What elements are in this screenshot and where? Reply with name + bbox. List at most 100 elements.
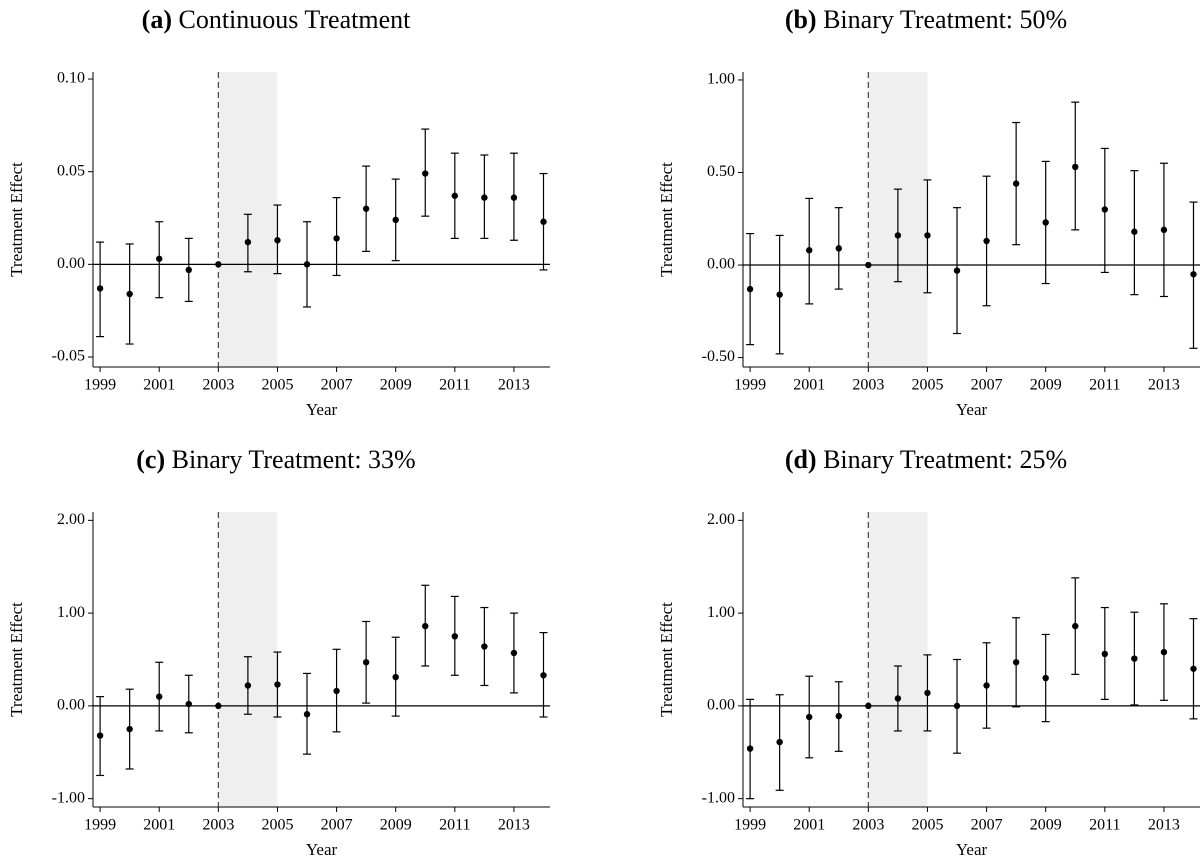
panel: (a) Continuous Treatment 0.10 0.05 0.00 -0.0… xyxy=(7,5,550,419)
x-tick-label: 2007 xyxy=(971,817,1003,834)
point-estimate xyxy=(1160,648,1168,656)
y-tick-label: 1.00 xyxy=(57,604,85,621)
point-estimate xyxy=(835,245,842,252)
point-estimate xyxy=(333,235,340,242)
x-tick-label: 2001 xyxy=(793,817,825,834)
point-estimate xyxy=(806,713,813,721)
point-estimate xyxy=(333,687,340,695)
y-tick-label: 0.00 xyxy=(707,256,735,273)
panel-title: (d) Binary Treatment: 25% xyxy=(785,445,1067,474)
point-estimate xyxy=(422,622,429,630)
y-axis-label: Treatment Effect xyxy=(657,162,676,277)
x-tick-label: 2003 xyxy=(852,377,884,394)
x-tick-label: 2005 xyxy=(911,817,943,834)
point-estimate xyxy=(924,689,931,697)
x-tick-label: 2001 xyxy=(143,377,175,394)
x-axis-label: Year xyxy=(306,400,338,419)
point-estimate xyxy=(1131,655,1138,662)
y-tick-label: 0.05 xyxy=(57,162,85,179)
point-estimate xyxy=(185,700,192,708)
point-estimate xyxy=(156,255,163,262)
point-estimate xyxy=(1072,163,1079,171)
point-estimate xyxy=(96,732,104,739)
point-estimate xyxy=(1160,226,1168,234)
point-estimate xyxy=(510,194,518,201)
point-estimate xyxy=(894,695,902,702)
y-tick-label: 0.50 xyxy=(707,163,735,180)
point-estimate xyxy=(481,643,488,650)
panel-title-text: Continuous Treatment xyxy=(178,5,411,34)
x-tick-label: 2005 xyxy=(261,377,293,394)
x-tick-label: 2007 xyxy=(971,377,1003,394)
x-tick-label: 2007 xyxy=(321,817,353,834)
x-tick-label: 2011 xyxy=(1089,817,1120,834)
y-tick-label: 1.00 xyxy=(707,71,735,88)
point-estimate xyxy=(953,702,961,710)
point-estimate xyxy=(451,192,459,199)
point-estimate xyxy=(185,266,192,274)
y-tick-label: 2.00 xyxy=(57,511,85,528)
point-estimate xyxy=(422,170,429,177)
point-estimate xyxy=(156,693,163,700)
point-estimate xyxy=(776,291,783,298)
x-axis-label: Year xyxy=(956,840,988,859)
x-tick-label: 2011 xyxy=(439,817,470,834)
point-estimate xyxy=(1012,659,1020,666)
point-estimate xyxy=(451,633,459,640)
x-axis-label: Year xyxy=(306,840,338,859)
panel-label: (b) xyxy=(785,5,817,34)
panel-title-text: Binary Treatment: 33% xyxy=(172,445,416,474)
x-tick-label: 2013 xyxy=(1148,817,1180,834)
point-estimate xyxy=(746,745,754,752)
point-estimate xyxy=(924,232,931,239)
y-tick-label: 0.00 xyxy=(57,697,85,714)
y-axis-label: Treatment Effect xyxy=(7,162,26,277)
panel: (c) Binary Treatment: 33% 2.00 1.00 0.00 -1.… xyxy=(7,445,550,859)
x-tick-label: 2011 xyxy=(1089,377,1120,394)
x-tick-label: 1999 xyxy=(734,817,766,834)
x-tick-label: 2003 xyxy=(202,817,234,834)
point-estimate xyxy=(1042,219,1049,226)
y-tick-label: -1.00 xyxy=(52,789,85,806)
point-estimate xyxy=(983,237,990,245)
x-tick-label: 2009 xyxy=(1030,817,1062,834)
x-tick-label: 1999 xyxy=(84,817,116,834)
point-estimate xyxy=(806,247,813,254)
panel-title: (b) Binary Treatment: 50% xyxy=(785,5,1067,34)
point-estimate xyxy=(1190,271,1197,278)
panel-label: (a) xyxy=(142,5,172,34)
x-tick-label: 2013 xyxy=(498,377,530,394)
y-tick-label: -0.05 xyxy=(52,348,85,365)
x-axis-label: Year xyxy=(956,400,988,419)
panel-label: (c) xyxy=(136,445,165,474)
point-estimate xyxy=(126,725,133,733)
point-estimate xyxy=(303,711,311,718)
point-estimate xyxy=(540,672,547,679)
y-tick-label: -1.00 xyxy=(702,789,735,806)
point-estimate xyxy=(274,681,281,688)
x-tick-label: 2013 xyxy=(498,817,530,834)
point-estimate xyxy=(215,702,222,710)
y-axis-label: Treatment Effect xyxy=(7,602,26,717)
x-tick-label: 2005 xyxy=(261,817,293,834)
point-estimate xyxy=(362,659,370,666)
panel-title-text: Binary Treatment: 50% xyxy=(823,5,1067,34)
point-estimate xyxy=(303,261,311,268)
point-estimate xyxy=(96,285,104,292)
panel-label: (d) xyxy=(785,445,817,474)
x-tick-label: 2001 xyxy=(143,817,175,834)
y-tick-label: 0.00 xyxy=(57,255,85,272)
x-tick-label: 2009 xyxy=(1030,377,1062,394)
panel-title: (a) Continuous Treatment xyxy=(142,5,411,34)
point-estimate xyxy=(983,682,990,689)
y-tick-label: 2.00 xyxy=(707,511,735,528)
x-tick-label: 2009 xyxy=(380,817,412,834)
point-estimate xyxy=(1072,622,1079,630)
point-estimate xyxy=(362,205,370,212)
point-estimate xyxy=(746,285,754,293)
point-estimate xyxy=(244,238,252,246)
y-tick-label: -0.50 xyxy=(702,348,735,365)
x-tick-label: 2001 xyxy=(793,377,825,394)
x-tick-label: 2005 xyxy=(911,377,943,394)
